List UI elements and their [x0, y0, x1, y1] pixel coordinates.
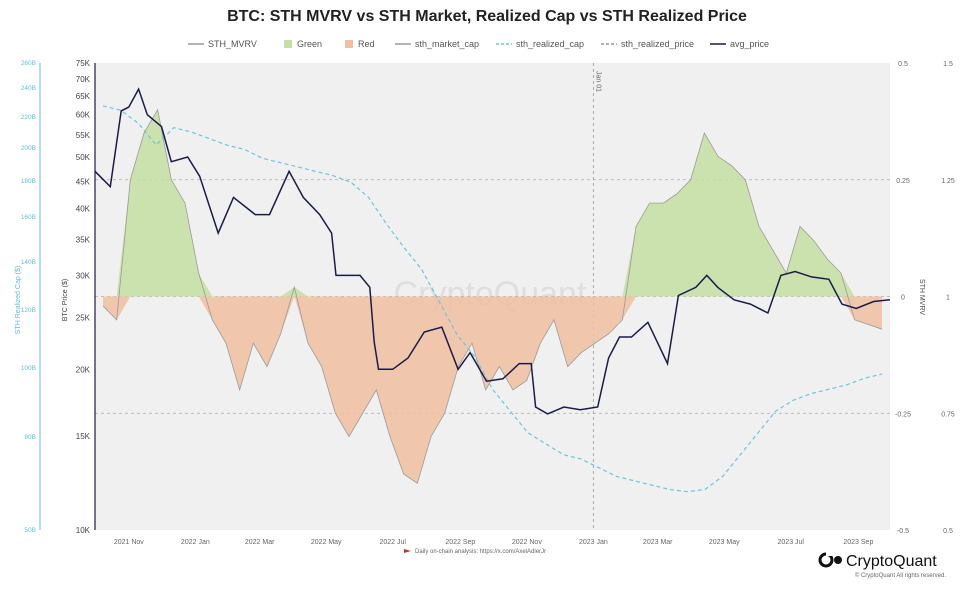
flag-icon [404, 549, 411, 553]
x-tick-label: 2022 May [311, 539, 342, 546]
cap-tick-label: 220B [21, 114, 36, 121]
brand-logo: CryptoQuant © CryptoQuant All rights res… [818, 552, 946, 579]
mvrv-axis-label: STH MVRV [918, 279, 925, 315]
cap-tick-label: 240B [21, 85, 36, 92]
y-tick-label: 35K [76, 236, 91, 245]
chart-title: BTC: STH MVRV vs STH Market, Realized Ca… [227, 8, 747, 25]
y-tick-label: 45K [76, 177, 91, 186]
legend-label: Red [358, 39, 375, 49]
y-tick-label: 55K [76, 131, 91, 140]
cap-tick-label: 50B [24, 527, 36, 534]
legend-label: STH_MVRV [208, 39, 257, 49]
x-tick-label: 2022 Jan [181, 539, 210, 546]
line-group [94, 87, 891, 493]
x-tick-label: 2022 Jul [379, 539, 406, 546]
x-tick-label: 2023 Mar [643, 539, 673, 546]
far-right-tick-label: 1.25 [941, 178, 955, 185]
far-right-tick-label: 1 [946, 295, 950, 302]
y-tick-label: 25K [76, 314, 91, 323]
legend-label: avg_price [730, 39, 769, 49]
legend-swatch [284, 40, 292, 48]
far-right-tick-label: 0.5 [943, 528, 953, 535]
mvrv-tick-label: 0 [901, 295, 905, 302]
source-note: Daily on-chain analysis: https://x.com/A… [404, 549, 546, 555]
mvrv-tick-label: -0.25 [895, 411, 911, 418]
cap-axis-label: STH Realized Cap ($) [15, 266, 22, 334]
mvrv-area-group [102, 108, 883, 484]
mvrv-line [102, 108, 883, 484]
x-tick-label: 2022 Mar [245, 539, 275, 546]
cap-tick-label: 80B [24, 434, 36, 441]
y-tick-label: 15K [76, 432, 91, 441]
vline-label: Jan 01 [594, 71, 601, 92]
axes-group: 10K 15K 20K 25K 30K 35K 40K 45K 50K 55K 60K 65K 70K 7… [15, 59, 955, 546]
legend-swatch [345, 40, 353, 48]
brand-name: CryptoQuant [846, 553, 937, 570]
y-axis-label: BTC Price ($) [62, 279, 69, 321]
cap-tick-label: 200B [21, 145, 36, 152]
cap-tick-label: 140B [21, 259, 36, 266]
y-tick-label: 50K [76, 153, 91, 162]
mvrv-green-area [103, 109, 882, 297]
legend: STH_MVRV Green Red sth_market_cap sth_realiz… [188, 39, 769, 49]
y-tick-label: 70K [76, 75, 91, 84]
legend-label: sth_market_cap [415, 39, 479, 49]
far-right-tick-label: 1.5 [943, 61, 953, 68]
legend-label: sth_realized_price [621, 39, 694, 49]
mvrv-tick-label: -0.5 [897, 528, 909, 535]
cap-tick-label: 100B [21, 365, 36, 372]
y-tick-label: 60K [76, 111, 91, 120]
series-sth-realized-cap [102, 105, 883, 493]
series-avg-price [94, 87, 891, 415]
cap-tick-label: 260B [21, 60, 36, 67]
cap-tick-label: 180B [21, 178, 36, 185]
source-note-text: Daily on-chain analysis: https://x.com/A… [415, 549, 546, 555]
y-tick-label: 20K [76, 365, 91, 374]
x-tick-label: 2023 Sep [843, 539, 873, 546]
y-tick-label: 75K [76, 59, 91, 68]
mvrv-tick-label: 0.25 [896, 178, 910, 185]
mvrv-red-area [103, 296, 882, 484]
x-tick-label: 2022 Sep [445, 539, 475, 546]
x-tick-label: 2023 May [709, 539, 740, 546]
y-tick-label: 30K [76, 271, 91, 280]
y-tick-label: 40K [76, 205, 91, 214]
x-tick-label: 2023 Jan [579, 539, 608, 546]
y-tick-label: 65K [76, 92, 91, 101]
legend-label: Green [297, 39, 322, 49]
x-tick-label: 2021 Nov [114, 539, 144, 546]
cap-tick-label: 120B [21, 307, 36, 314]
far-right-tick-label: 0.75 [941, 411, 955, 418]
x-tick-label: 2022 Nov [512, 539, 542, 546]
legend-label: sth_realized_cap [516, 39, 584, 49]
cap-tick-label: 160B [21, 214, 36, 221]
mvrv-tick-label: 0.5 [898, 61, 908, 68]
copyright: © CryptoQuant All rights reserved. [855, 572, 946, 579]
cryptoquant-logo-icon [818, 552, 842, 568]
y-tick-label: 10K [76, 526, 91, 535]
x-tick-label: 2023 Jul [778, 539, 805, 546]
